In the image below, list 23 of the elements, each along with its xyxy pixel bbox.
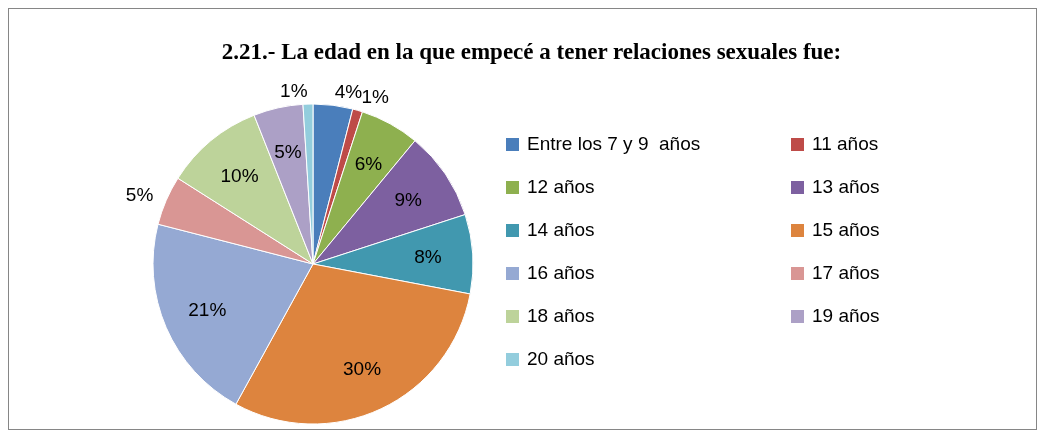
- chart-title: 2.21.- La edad en la que empecé a tener relaciones sexuales fue:: [220, 39, 843, 65]
- data-label: 6%: [354, 152, 383, 174]
- data-label: 4%: [334, 80, 363, 102]
- data-label: 8%: [414, 246, 442, 268]
- data-label: 5%: [125, 184, 154, 206]
- data-label: 1%: [361, 86, 390, 108]
- data-label: 9%: [394, 188, 423, 210]
- legend-label: 19 años: [812, 305, 880, 327]
- legend-label: Entre los 7 y 9 años: [527, 133, 701, 155]
- legend-label: 17 años: [812, 262, 880, 284]
- legend-label: 12 años: [527, 176, 595, 198]
- legend-label: 13 años: [812, 176, 880, 198]
- legend-label: 20 años: [527, 348, 595, 370]
- data-label: 10%: [220, 164, 259, 186]
- legend-label: 15 años: [812, 219, 880, 241]
- data-label: 1%: [280, 79, 308, 101]
- legend-label: 16 años: [527, 262, 595, 284]
- legend-label: 11 años: [812, 133, 879, 155]
- data-label: 21%: [188, 299, 227, 321]
- data-label: 5%: [274, 141, 302, 163]
- legend-label: 18 años: [527, 305, 595, 327]
- data-label: 30%: [343, 357, 382, 379]
- legend-label: 14 años: [527, 219, 595, 241]
